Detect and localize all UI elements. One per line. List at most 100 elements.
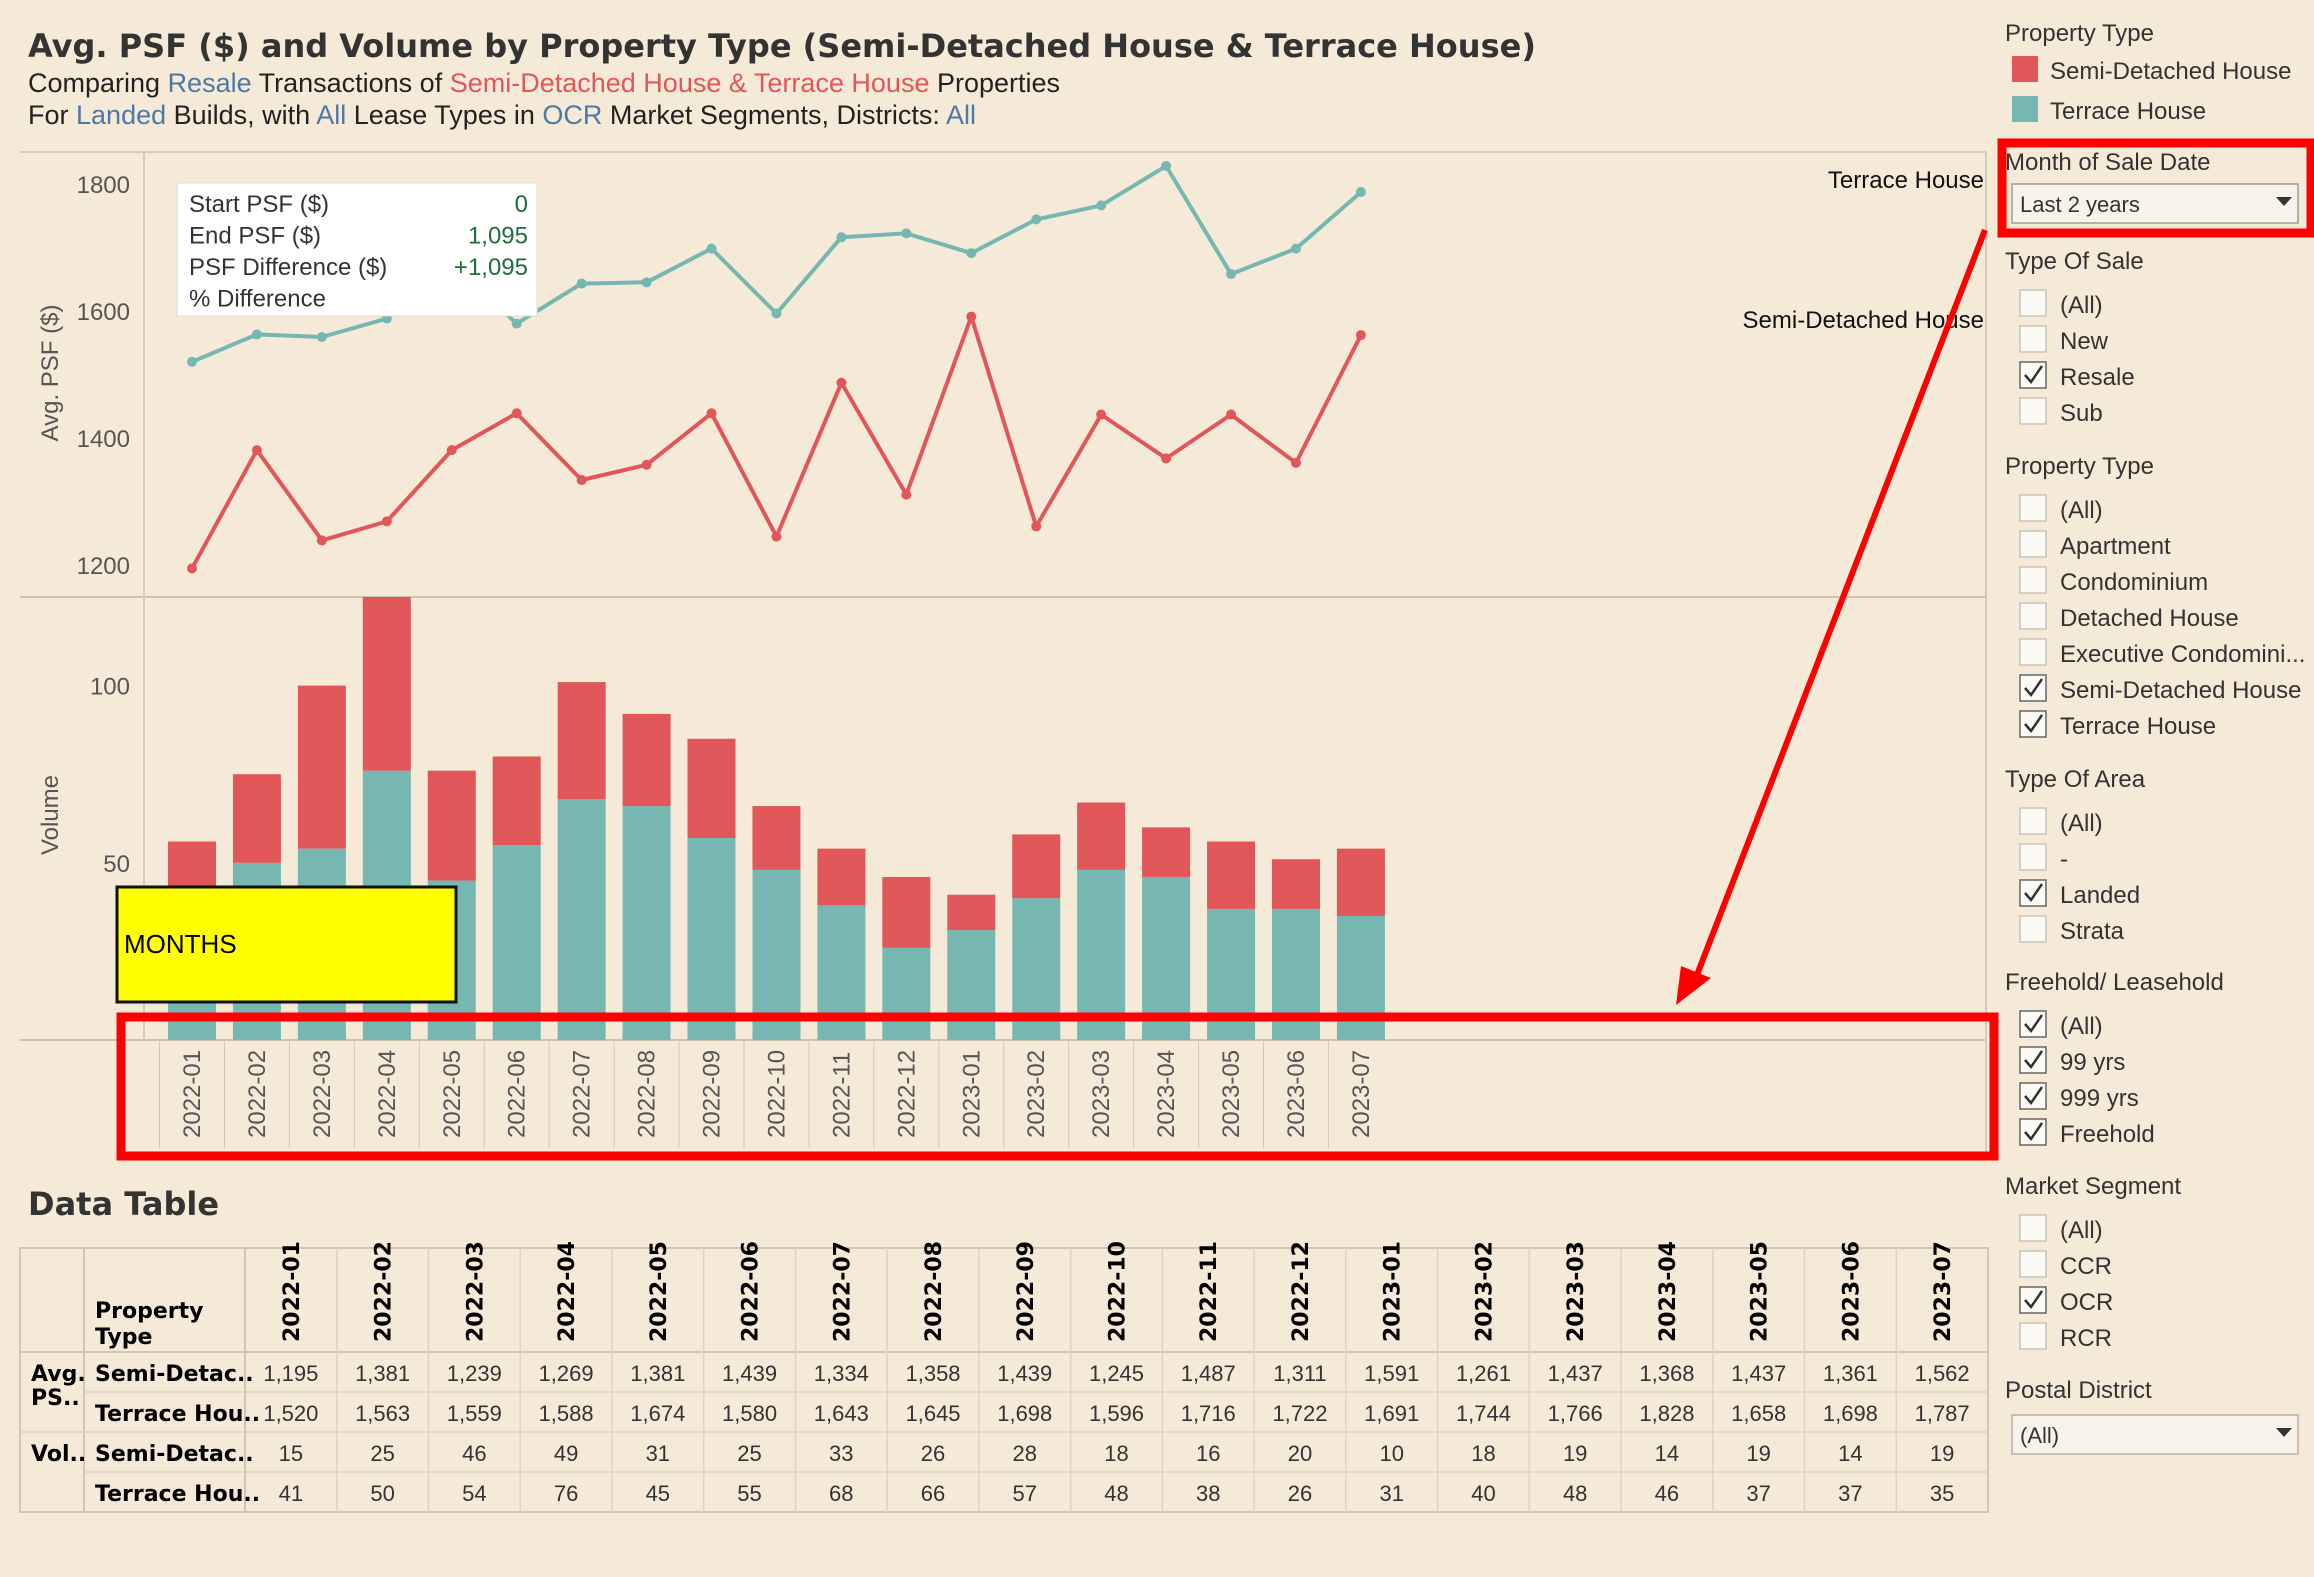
checkbox[interactable] [2019, 494, 2047, 522]
bar-terrace[interactable] [687, 837, 736, 1040]
bar-terrace[interactable] [622, 806, 671, 1040]
bar-semi-detached[interactable] [1012, 834, 1061, 899]
semi-detached-psf-point[interactable] [966, 311, 977, 322]
semi-detached-psf-point[interactable] [1290, 457, 1301, 468]
bar-semi-detached[interactable] [1142, 827, 1191, 877]
filter-option-label[interactable]: Semi-Detached House [2060, 677, 2301, 704]
terrace-psf-point[interactable] [576, 278, 587, 289]
filter-option-label[interactable]: Freehold [2060, 1121, 2155, 1148]
checkbox[interactable] [2019, 289, 2047, 317]
terrace-psf-point[interactable] [771, 308, 782, 319]
checkbox[interactable] [2019, 566, 2047, 594]
semi-detached-psf-point[interactable] [576, 475, 587, 486]
chevron-down-icon[interactable] [2276, 197, 2292, 206]
semi-detached-psf-point[interactable] [316, 535, 327, 546]
checkbox[interactable] [2019, 1118, 2047, 1146]
terrace-psf-point[interactable] [1355, 187, 1366, 198]
terrace-psf-point[interactable] [251, 329, 262, 340]
filter-option-label[interactable]: 99 yrs [2060, 1049, 2125, 1076]
semi-detached-psf-point[interactable] [771, 531, 782, 542]
filter-option-label[interactable]: Landed [2060, 882, 2140, 909]
month-axis[interactable]: 2022-01 2022-02 2022-03 2022-04 2022-05 2022-… [159, 1040, 1375, 1148]
bar-terrace[interactable] [947, 930, 996, 1040]
filter-option-label[interactable]: - [2060, 846, 2068, 873]
terrace-psf-point[interactable] [511, 318, 522, 329]
bar-semi-detached[interactable] [232, 774, 281, 863]
bar-terrace[interactable] [557, 799, 606, 1040]
terrace-psf-point[interactable] [1096, 200, 1107, 211]
checkbox[interactable] [2019, 1046, 2047, 1074]
checkbox[interactable] [2019, 361, 2047, 389]
semi-detached-psf-line[interactable] [190, 314, 1363, 570]
checkbox[interactable] [2019, 1082, 2047, 1110]
bar-semi-detached[interactable] [1077, 802, 1126, 870]
bar-semi-detached[interactable] [817, 848, 866, 906]
checkbox[interactable] [2019, 1010, 2047, 1038]
bar-semi-detached[interactable] [1207, 841, 1256, 909]
terrace-psf-point[interactable] [706, 243, 717, 254]
filter-option-label[interactable]: (All) [2060, 497, 2103, 524]
semi-detached-psf-point[interactable] [1161, 453, 1172, 464]
bar-semi-detached[interactable] [557, 682, 606, 800]
checkbox[interactable] [2019, 638, 2047, 666]
checkbox[interactable] [2019, 602, 2047, 630]
checkbox[interactable] [2019, 807, 2047, 835]
semi-detached-psf-point[interactable] [251, 445, 262, 456]
filter-option-label[interactable]: (All) [2060, 810, 2103, 837]
checkbox[interactable] [2019, 879, 2047, 907]
semi-detached-psf-point[interactable] [901, 489, 912, 500]
month-filter-dropdown[interactable] [2011, 183, 2299, 224]
checkbox[interactable] [2019, 397, 2047, 425]
checkbox[interactable] [2019, 1286, 2047, 1314]
bar-semi-detached[interactable] [427, 770, 476, 881]
terrace-psf-point[interactable] [1226, 269, 1237, 280]
terrace-psf-point[interactable] [836, 232, 847, 243]
filter-option-label[interactable]: New [2060, 328, 2109, 355]
semi-detached-psf-point[interactable] [511, 408, 522, 419]
semi-detached-psf-point[interactable] [1031, 521, 1042, 532]
bar-terrace[interactable] [492, 845, 541, 1040]
filter-option-label[interactable]: Apartment [2060, 533, 2171, 560]
semi-detached-psf-point[interactable] [187, 563, 197, 574]
filter-option-label[interactable]: Strata [2060, 918, 2125, 945]
legend-swatch[interactable] [2012, 56, 2038, 82]
bar-semi-detached[interactable] [297, 685, 346, 849]
property-type-legend[interactable]: Property Type Semi-Detached House Terrace … [2005, 20, 2291, 125]
filter-option-label[interactable]: 999 yrs [2060, 1085, 2139, 1112]
filter-option-label[interactable]: (All) [2060, 1013, 2103, 1040]
terrace-psf-point[interactable] [187, 356, 197, 367]
legend-swatch[interactable] [2012, 96, 2038, 122]
filter-option-label[interactable]: OCR [2060, 1289, 2113, 1316]
terrace-psf-point[interactable] [1031, 214, 1042, 225]
chevron-down-icon[interactable] [2276, 1428, 2292, 1437]
filter-option-label[interactable]: Detached House [2060, 605, 2239, 632]
semi-detached-psf-point[interactable] [836, 377, 847, 388]
terrace-psf-point[interactable] [316, 331, 327, 342]
checkbox[interactable] [2019, 1322, 2047, 1350]
bar-semi-detached[interactable] [492, 756, 541, 846]
checkbox[interactable] [2019, 843, 2047, 871]
filter-option-label[interactable]: Resale [2060, 364, 2135, 391]
terrace-psf-point[interactable] [966, 248, 977, 259]
filter-option-label[interactable]: Executive Condomini... [2060, 641, 2305, 668]
semi-detached-psf-point[interactable] [1226, 409, 1237, 420]
bar-semi-detached[interactable] [362, 597, 411, 771]
bar-terrace[interactable] [882, 947, 931, 1040]
filter-option-label[interactable]: Terrace House [2060, 713, 2216, 740]
checkbox[interactable] [2019, 530, 2047, 558]
bar-terrace[interactable] [752, 869, 801, 1040]
bar-semi-detached[interactable] [1336, 848, 1385, 916]
filter-option-label[interactable]: (All) [2060, 292, 2103, 319]
checkbox[interactable] [2019, 915, 2047, 943]
bar-semi-detached[interactable] [687, 738, 736, 838]
bar-semi-detached[interactable] [947, 894, 996, 931]
filter-option-label[interactable]: Condominium [2060, 569, 2208, 596]
bar-semi-detached[interactable] [882, 876, 931, 948]
bar-semi-detached[interactable] [752, 806, 801, 870]
terrace-psf-point[interactable] [1290, 243, 1301, 254]
legend-label[interactable]: Semi-Detached House [2050, 58, 2291, 85]
checkbox[interactable] [2019, 1214, 2047, 1242]
checkbox[interactable] [2019, 325, 2047, 353]
semi-detached-psf-point[interactable] [381, 516, 392, 527]
terrace-psf-point[interactable] [901, 228, 912, 239]
